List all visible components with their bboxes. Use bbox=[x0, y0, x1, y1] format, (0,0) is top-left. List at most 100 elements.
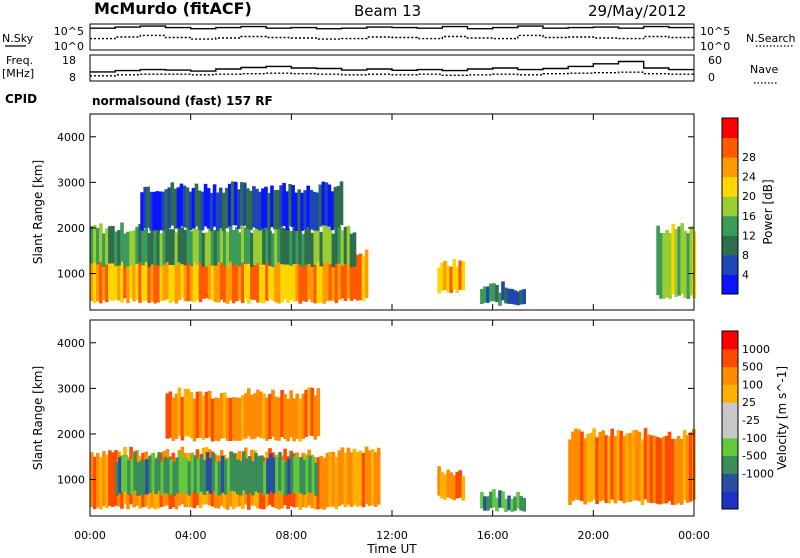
echo-cell bbox=[328, 451, 333, 507]
echo-cell bbox=[216, 258, 221, 303]
x-tick-label: 04:00 bbox=[175, 529, 207, 542]
echo-cell bbox=[182, 185, 187, 228]
echo-cell bbox=[346, 225, 351, 264]
echo-cell bbox=[483, 496, 487, 511]
echo-cell bbox=[269, 453, 273, 492]
echo-cell bbox=[111, 225, 115, 264]
echo-cell bbox=[343, 255, 348, 302]
x-tick-label: 20:00 bbox=[577, 529, 609, 542]
echo-cell bbox=[177, 253, 182, 300]
echo-cell bbox=[186, 256, 191, 302]
echo-cell bbox=[289, 253, 293, 301]
colorbar-segment bbox=[722, 157, 738, 178]
echo-cell bbox=[252, 186, 256, 228]
power-data-layer bbox=[90, 181, 697, 306]
echo-cell bbox=[361, 452, 366, 508]
noise-panel-frame bbox=[89, 23, 695, 51]
echo-cell bbox=[312, 191, 317, 231]
echo-cell bbox=[123, 250, 127, 299]
nave-ytick-bottom: 0 bbox=[708, 71, 715, 84]
colorbar-segment bbox=[722, 420, 738, 439]
noise-y2tick-top: 10^5 bbox=[700, 25, 730, 38]
echo-cell bbox=[272, 457, 276, 494]
echo-cell bbox=[139, 460, 143, 496]
echo-cell bbox=[598, 431, 602, 502]
y-tick-label: 2000 bbox=[57, 428, 85, 441]
echo-cell bbox=[628, 433, 633, 502]
echo-cell bbox=[306, 185, 310, 228]
echo-cell bbox=[149, 191, 153, 231]
echo-cell bbox=[157, 452, 161, 491]
power-colorbar-tick: 4 bbox=[742, 268, 749, 281]
echo-cell bbox=[286, 398, 290, 442]
echo-cell bbox=[271, 233, 275, 268]
freq-ytick-bottom: 8 bbox=[69, 71, 76, 84]
echo-cell bbox=[183, 256, 188, 302]
echo-cell bbox=[685, 435, 690, 503]
echo-cell bbox=[504, 498, 508, 512]
echo-cell bbox=[250, 232, 254, 267]
echo-cell bbox=[189, 255, 194, 302]
echo-cell bbox=[242, 451, 246, 491]
echo-cell bbox=[185, 187, 190, 229]
echo-cell bbox=[118, 457, 122, 494]
echo-cell bbox=[215, 192, 220, 231]
echo-cell bbox=[231, 260, 236, 304]
echo-cell bbox=[132, 256, 136, 302]
echo-cell bbox=[286, 259, 290, 303]
echo-cell bbox=[311, 456, 316, 494]
echo-cell bbox=[279, 185, 283, 228]
echo-cell bbox=[662, 232, 666, 299]
echo-cell bbox=[115, 462, 119, 496]
echo-cell bbox=[165, 252, 170, 300]
echo-cell bbox=[174, 393, 179, 439]
echo-cell bbox=[253, 229, 257, 266]
echo-cell bbox=[452, 259, 456, 290]
echo-cell bbox=[301, 255, 305, 302]
echo-cell bbox=[292, 398, 296, 442]
echo-cell bbox=[316, 222, 321, 262]
echo-cell bbox=[489, 491, 493, 509]
echo-cell bbox=[340, 447, 345, 505]
echo-cell bbox=[297, 189, 301, 230]
echo-cell bbox=[108, 226, 112, 264]
velocity-colorbar-tick: 25 bbox=[742, 396, 756, 409]
nsky-label: N.Sky bbox=[2, 32, 34, 45]
echo-cell bbox=[256, 389, 260, 437]
echo-cell bbox=[257, 456, 261, 493]
echo-cell bbox=[135, 253, 139, 300]
echo-cell bbox=[658, 438, 663, 505]
echo-cell bbox=[238, 254, 242, 301]
echo-cell bbox=[280, 389, 284, 437]
echo-cell bbox=[280, 227, 284, 265]
echo-cell bbox=[225, 261, 230, 304]
echo-cell bbox=[516, 291, 520, 306]
echo-cell bbox=[266, 458, 270, 494]
echo-cell bbox=[303, 190, 307, 230]
echo-cell bbox=[222, 392, 227, 439]
colorbar-segment bbox=[722, 274, 738, 295]
echo-cell bbox=[146, 186, 150, 228]
echo-cell bbox=[207, 226, 212, 264]
echo-cell bbox=[299, 456, 303, 494]
echo-cell bbox=[144, 223, 148, 263]
echo-cell bbox=[195, 252, 200, 300]
echo-cell bbox=[99, 457, 103, 510]
echo-cell bbox=[161, 191, 166, 231]
echo-cell bbox=[288, 184, 292, 227]
power-ylabel: Slant Range [km] bbox=[31, 160, 45, 264]
echo-cell bbox=[241, 224, 245, 263]
station-title: McMurdo (fitACF) bbox=[94, 0, 252, 18]
echo-cell bbox=[504, 287, 508, 304]
power-colorbar-tick: 24 bbox=[742, 171, 756, 184]
power-panel: 1000 2000 3000 4000 Slant Range [km] bbox=[31, 113, 697, 311]
echo-cell bbox=[328, 254, 333, 301]
echo-cell bbox=[322, 223, 327, 263]
echo-cell bbox=[158, 191, 163, 231]
echo-cell bbox=[271, 389, 275, 437]
echo-cell bbox=[262, 260, 266, 304]
echo-cell bbox=[247, 388, 251, 437]
noise-series-1 bbox=[90, 34, 694, 40]
echo-cell bbox=[259, 391, 263, 438]
echo-cell bbox=[192, 223, 197, 263]
